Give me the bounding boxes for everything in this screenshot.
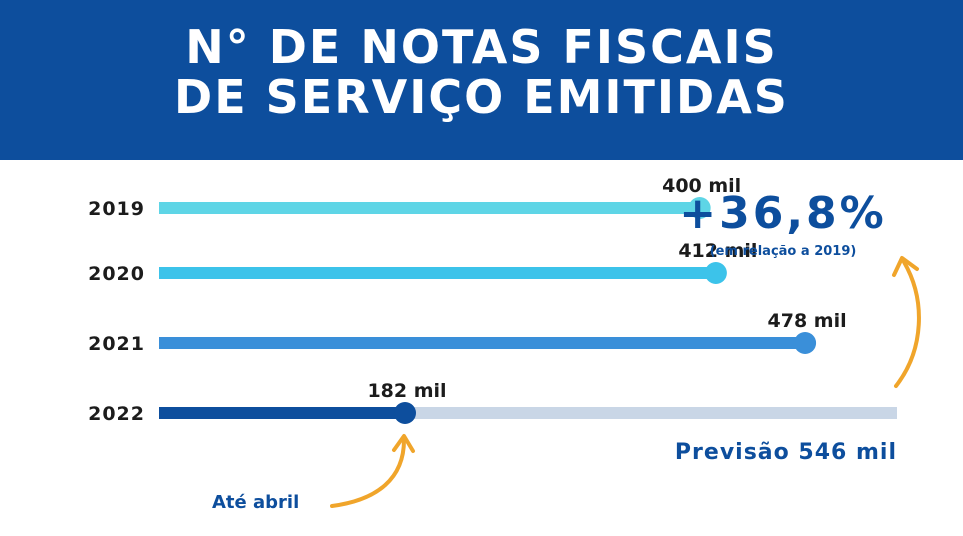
partial-year-note: Até abril (212, 492, 300, 513)
bar-end-marker-2019 (688, 197, 711, 219)
value-label-2022: 182 mil (367, 380, 446, 402)
arrowhead-icon (392, 434, 415, 453)
bar-end-marker-2021 (794, 332, 817, 354)
bar-end-marker-2022 (394, 402, 416, 424)
title-line-2: DE SERVIÇO EMITIDAS (174, 70, 789, 124)
category-label-2022: 2022 (88, 403, 145, 425)
value-label-2019: 400 mil (662, 175, 741, 197)
category-label-2021: 2021 (88, 333, 145, 355)
category-label-2020: 2020 (88, 263, 145, 285)
bar-end-marker-2020 (704, 262, 727, 284)
value-label-2021: 478 mil (768, 310, 847, 332)
forecast-label: Previsão 546 mil (674, 440, 897, 465)
growth-note: (em relação a 2019) (709, 244, 857, 259)
category-label-2019: 2019 (88, 198, 145, 220)
arrowhead-icon (892, 256, 919, 277)
growth-value: +36,8% (679, 188, 887, 239)
growth-callout: +36,8% (em relação a 2019) (676, 188, 890, 260)
title-banner: N° DE NOTAS FISCAIS DE SERVIÇO EMITIDAS (0, 0, 963, 160)
curved-arrow-icon (894, 260, 921, 388)
value-label-2020: 412 mil (678, 240, 757, 262)
title-line-1: N° DE NOTAS FISCAIS (185, 20, 778, 74)
curved-arrow-icon (330, 438, 406, 508)
